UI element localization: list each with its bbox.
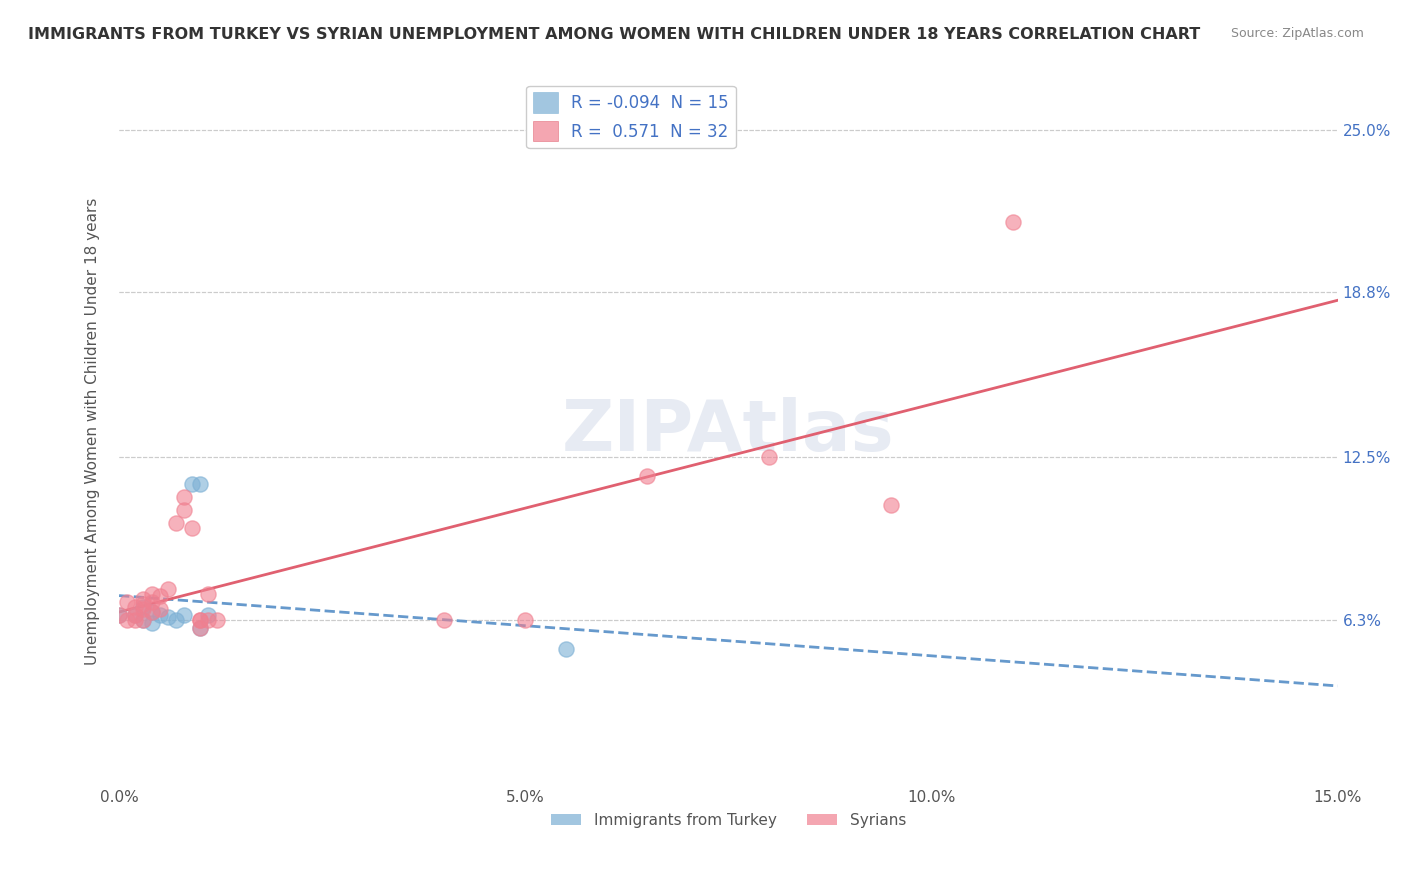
Point (115, 613, 138, 627)
Point (188, 621, 211, 635)
Point (165, 516, 187, 530)
Point (636, 468, 658, 483)
Point (141, 605, 163, 619)
Point (1001, 214, 1024, 228)
Point (188, 621, 211, 635)
Point (758, 450, 780, 465)
Point (188, 476, 211, 491)
Point (156, 582, 179, 596)
Point (141, 587, 163, 601)
Point (554, 641, 576, 656)
Point (149, 607, 172, 622)
Point (515, 613, 537, 627)
Point (115, 594, 138, 608)
Y-axis label: Unemployment Among Women with Children Under 18 years: Unemployment Among Women with Children U… (86, 198, 100, 665)
Point (108, 607, 131, 622)
Point (124, 607, 146, 622)
Point (197, 607, 219, 622)
Point (433, 613, 456, 627)
Point (149, 590, 172, 604)
Point (156, 610, 179, 624)
Point (173, 490, 195, 504)
Point (132, 602, 155, 616)
Point (188, 613, 211, 627)
Point (880, 498, 903, 512)
Text: ZIPAtlas: ZIPAtlas (562, 397, 894, 466)
Point (181, 521, 204, 535)
Point (205, 613, 228, 627)
Point (188, 613, 211, 627)
Text: IMMIGRANTS FROM TURKEY VS SYRIAN UNEMPLOYMENT AMONG WOMEN WITH CHILDREN UNDER 18: IMMIGRANTS FROM TURKEY VS SYRIAN UNEMPLO… (28, 27, 1201, 42)
Point (173, 607, 195, 622)
Point (141, 594, 163, 608)
Text: Source: ZipAtlas.com: Source: ZipAtlas.com (1230, 27, 1364, 40)
Point (108, 607, 131, 622)
Point (132, 597, 155, 611)
Point (132, 613, 155, 627)
Legend: Immigrants from Turkey, Syrians: Immigrants from Turkey, Syrians (544, 807, 912, 834)
Point (124, 607, 146, 622)
Point (141, 605, 163, 619)
Point (124, 599, 146, 614)
Point (141, 615, 163, 630)
Point (165, 613, 187, 627)
Point (132, 599, 155, 614)
Point (149, 602, 172, 616)
Point (197, 613, 219, 627)
Point (132, 592, 155, 607)
Point (197, 587, 219, 601)
Point (124, 613, 146, 627)
Point (132, 613, 155, 627)
Point (181, 476, 204, 491)
Point (173, 503, 195, 517)
